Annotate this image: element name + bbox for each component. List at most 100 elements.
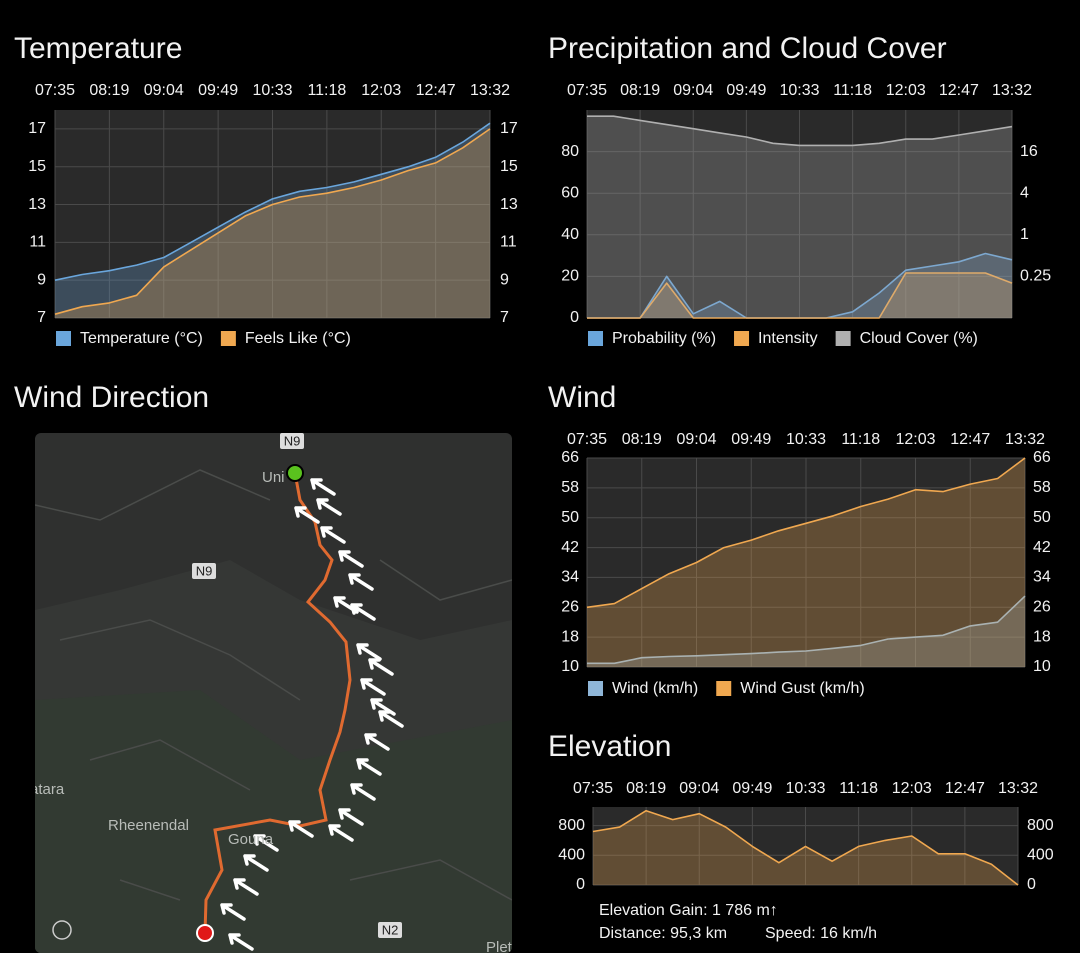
area-fill: [593, 810, 1018, 885]
y-tick-label-right: 58: [1033, 479, 1051, 496]
x-tick-label: 07:35: [35, 82, 75, 99]
legend-label: Intensity: [758, 330, 818, 347]
x-tick-label: 08:19: [620, 82, 660, 99]
y-tick-label-right: 26: [1033, 599, 1051, 616]
y-tick-label: 18: [561, 628, 579, 645]
y-tick-label-right: 800: [1027, 817, 1054, 834]
legend-label: Probability (%): [612, 330, 716, 347]
wind-arrows: [220, 478, 404, 951]
x-tick-label: 12:03: [892, 780, 932, 797]
x-tick-label: 11:18: [841, 431, 880, 448]
wind-arrow: [368, 658, 394, 676]
series-line: [54, 122, 491, 281]
wind-arrow: [350, 603, 376, 621]
wind-arrow: [228, 933, 254, 951]
x-tick-label: 08:19: [626, 780, 666, 797]
start-marker[interactable]: [286, 464, 304, 482]
x-tick-label: 11:18: [839, 780, 878, 797]
y-tick-label: 15: [28, 158, 46, 175]
x-tick-label: 07:35: [567, 431, 607, 448]
map-roads: [35, 469, 512, 901]
x-tick-label: 09:04: [144, 82, 184, 99]
y-tick-label: 10: [561, 658, 579, 675]
x-tick-label: 12:47: [939, 82, 979, 99]
series-line: [586, 457, 1026, 609]
series-line: [587, 115, 1013, 147]
area-fill: [55, 128, 490, 318]
legend-swatch: [835, 331, 851, 346]
wind-arrow: [294, 506, 320, 524]
legend-swatch: [734, 331, 750, 346]
x-tick-label: 09:49: [731, 431, 771, 448]
x-tick-label: 13:32: [1005, 431, 1045, 448]
y-tick-label-right: 0: [1027, 876, 1036, 893]
info-icon[interactable]: [52, 920, 72, 940]
y-tick-label-right: 9: [500, 271, 509, 288]
wind-arrow: [328, 824, 354, 842]
route: [203, 472, 352, 934]
legend-label: Cloud Cover (%): [860, 330, 978, 347]
wind-arrow: [364, 733, 390, 751]
area-fill: [587, 253, 1012, 318]
wind-arrow: [233, 878, 259, 896]
y-tick-label-right: 50: [1033, 509, 1051, 526]
map-label: N2: [382, 922, 399, 937]
x-tick-label: 11:18: [307, 82, 346, 99]
series-line: [587, 272, 1013, 319]
legend-label: Wind Gust (km/h): [740, 680, 864, 697]
map-label: atara: [30, 781, 65, 798]
y-tick-label: 7: [37, 309, 46, 326]
wind-arrow: [253, 834, 279, 852]
x-tick-label: 10:33: [779, 82, 819, 99]
end-marker[interactable]: [196, 924, 214, 942]
y-tick-label: 11: [29, 234, 46, 251]
y-tick-label: 50: [561, 509, 579, 526]
y-tick-label: 42: [561, 539, 579, 556]
x-tick-label: 12:47: [945, 780, 985, 797]
x-tick-label: 13:32: [470, 82, 510, 99]
series-line: [587, 595, 1026, 665]
legend-swatch: [716, 681, 732, 696]
map-label: Plet: [486, 939, 513, 953]
road-badge: [192, 563, 216, 579]
elevation-gain: Elevation Gain: 1 786 m↑: [599, 902, 778, 919]
y-tick-label: 0: [570, 309, 579, 326]
chart-title: Temperature: [14, 32, 182, 65]
x-tick-label: 09:49: [732, 780, 772, 797]
y-tick-label-right: 7: [500, 309, 509, 326]
legend-swatch: [588, 681, 603, 696]
wind-arrow: [360, 678, 386, 696]
map-label: N9: [284, 433, 301, 448]
area-fill: [587, 458, 1025, 667]
legend-label: Temperature (°C): [80, 330, 203, 347]
x-tick-label: 09:04: [676, 431, 716, 448]
y-tick-label-right: 400: [1027, 847, 1054, 864]
y-tick-label: 800: [558, 817, 585, 834]
legend-label: Wind (km/h): [612, 680, 698, 697]
y2-tick-label: 0.25: [1020, 268, 1051, 285]
wind-arrow: [320, 526, 346, 544]
y-tick-label-right: 18: [1033, 628, 1051, 645]
y-tick-label: 20: [561, 268, 579, 285]
x-tick-label: 11:18: [833, 82, 872, 99]
legend-label: Feels Like (°C): [245, 330, 351, 347]
y-tick-label: 66: [561, 449, 579, 466]
y-tick-label: 9: [37, 271, 46, 288]
x-tick-label: 13:32: [998, 780, 1038, 797]
y-tick-label: 0: [576, 876, 585, 893]
map[interactable]: N9 N9 Uni atara Rheenendal Gouna N2 Plet: [30, 433, 513, 953]
x-tick-label: 10:33: [252, 82, 292, 99]
y-tick-label: 17: [28, 120, 46, 137]
wind-arrow: [220, 903, 246, 921]
chart-title: Elevation: [548, 730, 671, 763]
y2-tick-label: 16: [1020, 143, 1038, 160]
y-tick-label: 60: [561, 184, 579, 201]
wind-arrow: [316, 498, 342, 516]
y-tick-label: 34: [561, 569, 579, 586]
x-tick-label: 07:35: [573, 780, 613, 797]
y-tick-label: 13: [28, 196, 46, 213]
x-tick-label: 09:49: [726, 82, 766, 99]
distance: Distance: 95,3 km: [599, 925, 727, 942]
wind-arrow: [356, 643, 382, 661]
area-fill: [587, 273, 1012, 318]
